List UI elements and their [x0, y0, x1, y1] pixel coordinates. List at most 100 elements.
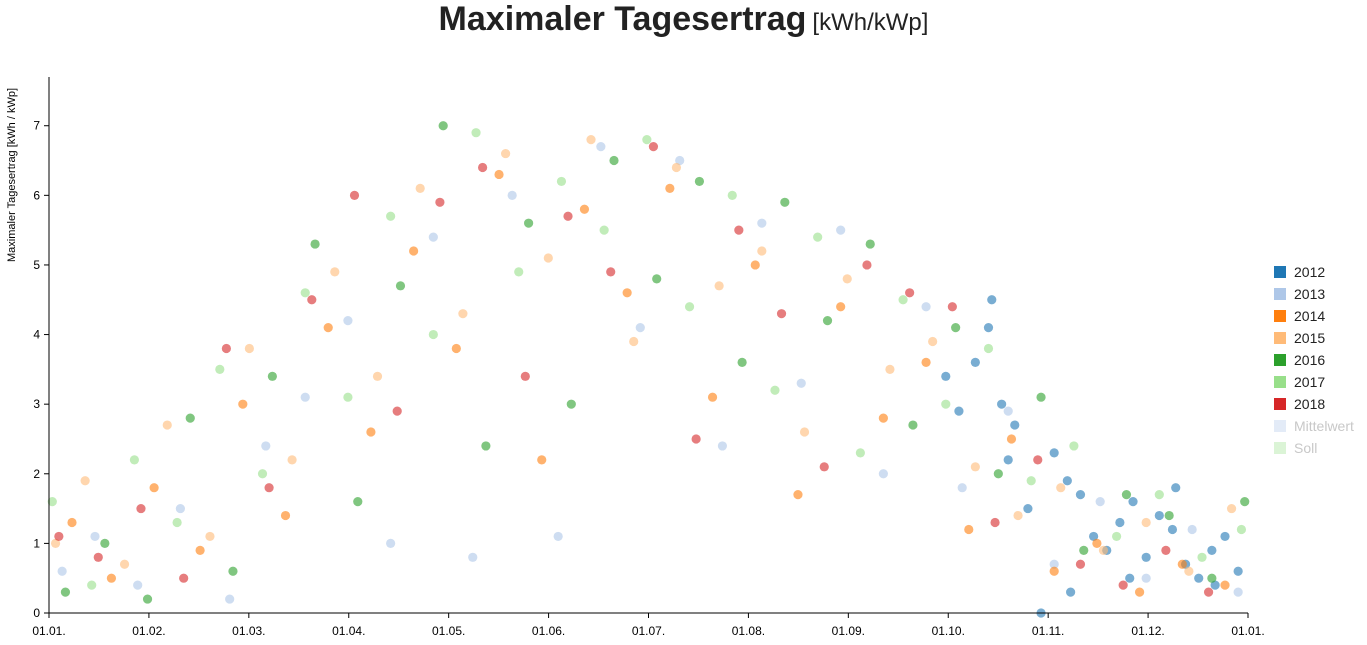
data-point-2013 [300, 392, 310, 402]
data-point-2014 [280, 510, 291, 521]
x-tick-label: 01.05. [432, 624, 465, 638]
legend-item-2012[interactable]: 2012 [1274, 264, 1325, 280]
x-tick-label: 01.09. [832, 624, 865, 638]
data-point-2012 [1207, 545, 1217, 555]
data-point-2012 [954, 406, 964, 416]
legend-item-2017[interactable]: 2017 [1274, 374, 1325, 390]
data-point-2018 [606, 267, 616, 277]
data-point-2016 [566, 399, 576, 409]
x-tick-label: 01.12. [1131, 624, 1164, 638]
data-point-2012 [983, 322, 994, 333]
data-point-2015 [287, 455, 297, 465]
data-point-2012 [1066, 587, 1076, 597]
data-point-2015 [1141, 517, 1151, 528]
data-point-2014 [750, 260, 760, 270]
data-point-2017 [386, 211, 396, 221]
legend-item-2016[interactable]: 2016 [1274, 352, 1325, 368]
data-point-2015 [543, 253, 553, 263]
data-point-2015 [1013, 510, 1023, 521]
legend-swatch [1274, 442, 1286, 454]
data-point-2012 [1049, 448, 1059, 458]
data-point-2015 [372, 371, 383, 381]
chart-title: Maximaler Tagesertrag [kWh/kWp] [0, 0, 1367, 39]
data-point-2014 [878, 413, 888, 423]
data-point-2013 [796, 378, 806, 388]
legend-swatch [1274, 354, 1286, 366]
data-point-2018 [1203, 587, 1214, 597]
data-point-2017 [172, 517, 182, 528]
legend-item-Soll[interactable]: Soll [1274, 440, 1317, 456]
y-axis-label: Maximaler Tagesertrag [kWh / kWp] [6, 88, 18, 262]
data-point-2013 [878, 469, 888, 479]
data-point-2015 [842, 274, 852, 284]
data-point-2017 [684, 302, 695, 312]
data-point-2018 [862, 260, 872, 270]
data-point-2012 [1023, 503, 1033, 514]
data-point-2018 [691, 434, 701, 444]
chart-title-unit: [kWh/kWp] [812, 9, 929, 36]
data-point-2013 [717, 441, 728, 451]
legend-item-2018[interactable]: 2018 [1274, 396, 1325, 412]
data-point-2015 [885, 364, 895, 374]
data-points [47, 121, 1250, 618]
data-point-2017 [514, 267, 524, 277]
data-point-2017 [770, 385, 780, 395]
data-point-2012 [970, 357, 980, 368]
legend-swatch [1274, 332, 1286, 344]
y-tick-label: 6 [33, 188, 40, 202]
legend-item-2014[interactable]: 2014 [1274, 308, 1325, 324]
data-point-2012 [997, 399, 1007, 409]
data-point-2013 [675, 155, 685, 166]
data-point-2016 [609, 155, 619, 166]
data-point-2018 [563, 211, 573, 221]
legend-swatch [1274, 398, 1286, 410]
data-point-2012 [1125, 573, 1135, 583]
data-point-2015 [162, 420, 172, 430]
data-point-2012 [1220, 531, 1230, 542]
data-point-2016 [1240, 497, 1250, 507]
data-point-2014 [1177, 559, 1187, 569]
data-point-2017 [941, 399, 951, 409]
data-point-2015 [799, 427, 810, 437]
data-point-2017 [343, 392, 353, 402]
data-point-2016 [780, 197, 790, 207]
data-point-2015 [1226, 503, 1237, 514]
data-point-2017 [47, 497, 57, 507]
data-point-2014 [1049, 566, 1059, 576]
legend-swatch [1274, 266, 1286, 278]
legend-swatch [1274, 310, 1286, 322]
data-point-2018 [54, 531, 64, 542]
data-point-2014 [707, 392, 718, 402]
legend-item-Mittelwert[interactable]: Mittelwert [1274, 418, 1354, 434]
data-point-2016 [1079, 545, 1089, 555]
legend-label: 2014 [1294, 308, 1325, 324]
data-point-2017 [813, 232, 823, 242]
data-point-2016 [822, 316, 833, 326]
data-point-2018 [221, 343, 231, 354]
legend-swatch [1274, 376, 1286, 388]
data-point-2015 [1098, 545, 1109, 555]
data-point-2018 [520, 371, 530, 381]
data-point-2018 [947, 302, 957, 312]
data-point-2017 [599, 225, 609, 235]
data-point-2017 [471, 128, 481, 138]
data-point-2014 [366, 427, 376, 437]
y-tick-label: 5 [33, 258, 40, 272]
y-tick-label: 7 [33, 119, 40, 133]
axes: 0 1 2 3 4 5 6 7 01.01. 01.02. 01.03. 01.04. 01.05. 01… [6, 77, 1265, 638]
data-point-2015 [330, 267, 340, 277]
data-point-2013 [133, 580, 143, 590]
data-point-2012 [1167, 524, 1178, 535]
data-point-2015 [970, 462, 980, 472]
legend-label: 2017 [1294, 374, 1325, 390]
legend-item-2013[interactable]: 2013 [1274, 286, 1325, 302]
data-point-2014 [67, 517, 77, 528]
data-point-2014 [1134, 587, 1145, 597]
data-point-2017 [727, 190, 737, 200]
data-point-2018 [392, 406, 402, 416]
data-point-2014 [622, 288, 632, 298]
data-point-2016 [694, 176, 705, 187]
data-point-2014 [494, 169, 504, 180]
legend-item-2015[interactable]: 2015 [1274, 330, 1325, 346]
data-point-2015 [586, 135, 596, 145]
